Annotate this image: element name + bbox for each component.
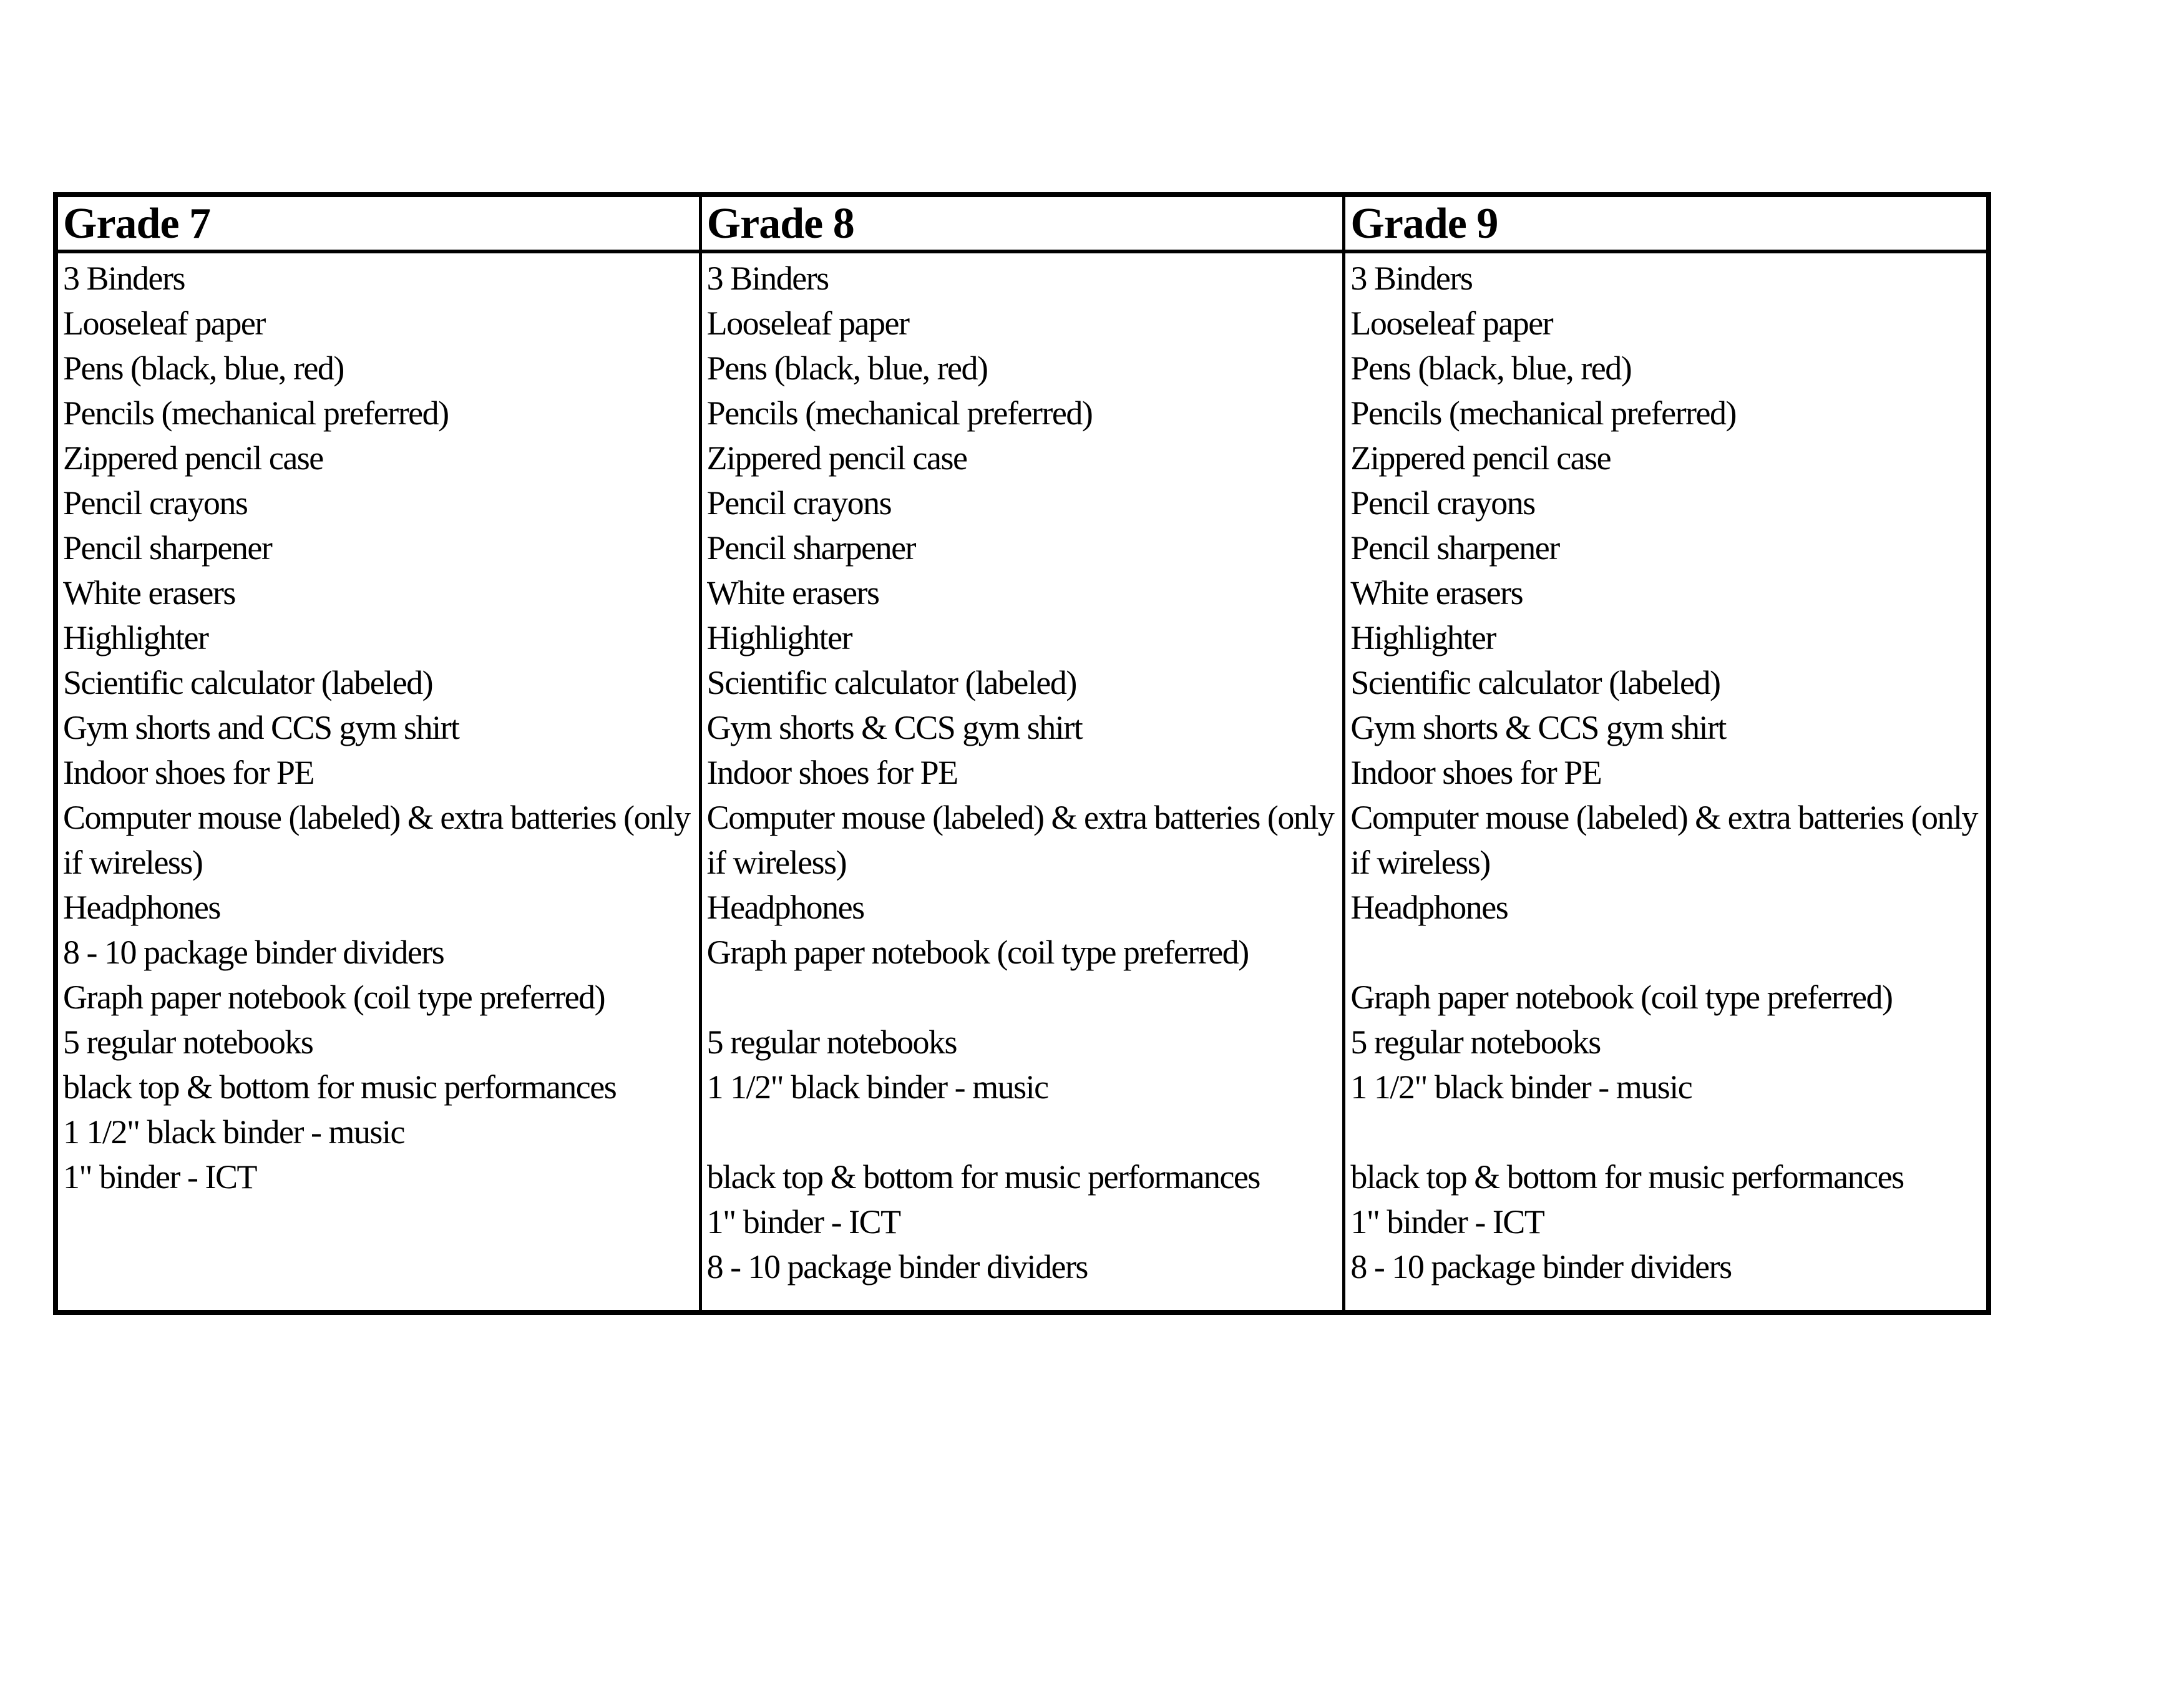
supply-item-line: Pencil crayons — [706, 484, 892, 522]
supply-item-line: if wireless) — [706, 844, 847, 881]
supply-item-line: Scientific calculator (labeled) — [63, 664, 434, 701]
supply-item-line: Indoor shoes for PE — [63, 754, 314, 791]
supply-item-line — [1350, 930, 1982, 975]
supply-item-line: Graph paper notebook (coil type preferre… — [63, 978, 606, 1016]
supply-item-line: 3 Binders — [706, 260, 829, 297]
supply-item-line: Scientific calculator (labeled) — [1350, 664, 1721, 701]
supply-item-line: Pencil crayons — [1350, 484, 1536, 522]
supply-item-line: 1" binder - ICT — [706, 1203, 901, 1241]
supply-item-line: 5 regular notebooks — [1350, 1023, 1601, 1061]
supply-item-line: Computer mouse (labeled) & extra batteri… — [63, 799, 691, 836]
supply-item-line: 5 regular notebooks — [706, 1023, 958, 1061]
supply-item-line: Gym shorts & CCS gym shirt — [706, 709, 1083, 746]
supply-item-line: Graph paper notebook (coil type preferre… — [1350, 978, 1893, 1016]
grade-7-header: Grade 7 — [58, 197, 699, 253]
supply-item-line: Pencil sharpener — [706, 529, 917, 567]
supply-item-line: Pencils (mechanical preferred) — [706, 394, 1093, 432]
supply-item-line: Pencil sharpener — [63, 529, 273, 567]
supply-item-line: Pencil crayons — [63, 484, 248, 522]
supply-item-line: Headphones — [1350, 889, 1508, 926]
supply-item-line — [707, 1110, 1339, 1154]
supply-item-line: Headphones — [706, 889, 865, 926]
supply-item-line: Pens (black, blue, red) — [1350, 349, 1632, 387]
supply-item-line: Graph paper notebook (coil type preferre… — [706, 934, 1250, 971]
supply-item-line: Gym shorts & CCS gym shirt — [1350, 709, 1727, 746]
supply-item-line: 5 regular notebooks — [63, 1023, 314, 1061]
supply-item-line: Zippered pencil case — [1350, 439, 1611, 477]
supply-item-line: Pencils (mechanical preferred) — [1350, 394, 1737, 432]
supply-item-line: Computer mouse (labeled) & extra batteri… — [1350, 799, 1978, 836]
supply-item-line: 8 - 10 package binder dividers — [706, 1248, 1089, 1286]
supply-item-line: 1" binder - ICT — [63, 1158, 257, 1196]
supply-item-line: 1 1/2" black binder - music — [706, 1068, 1049, 1106]
supply-item-line: Zippered pencil case — [706, 439, 968, 477]
supply-item-line: Pens (black, blue, red) — [63, 349, 344, 387]
supply-item-line: 3 Binders — [1350, 260, 1473, 297]
supply-item-line: 1 1/2" black binder - music — [1350, 1068, 1692, 1106]
supply-item-line: Pencil sharpener — [1350, 529, 1560, 567]
supply-item-line: Pencils (mechanical preferred) — [63, 394, 449, 432]
supply-item-line: 8 - 10 package binder dividers — [1350, 1248, 1732, 1286]
supply-item-line: Looseleaf paper — [1350, 305, 1553, 342]
supply-item-line: Highlighter — [63, 619, 209, 656]
grade-8-column: Grade 8 3 Binders Looseleaf paper Pens (bl… — [698, 197, 1343, 1310]
grade-7-column: Grade 7 3 Binders Looseleaf paper Pens (bl… — [58, 197, 699, 1310]
supply-item-line: White erasers — [1350, 574, 1523, 612]
grade-9-header: Grade 9 — [1345, 197, 1987, 253]
supply-item-line: black top & bottom for music performance… — [706, 1158, 1261, 1196]
supply-item-line: White erasers — [706, 574, 880, 612]
supply-item-line: Zippered pencil case — [63, 439, 324, 477]
supply-item-line — [1350, 1110, 1982, 1154]
supply-item-line: Gym shorts and CCS gym shirt — [63, 709, 460, 746]
supply-item-line — [707, 975, 1339, 1020]
supply-item-line: Indoor shoes for PE — [706, 754, 958, 791]
supply-item-line: black top & bottom for music performance… — [1350, 1158, 1904, 1196]
supply-item-line: Computer mouse (labeled) & extra batteri… — [706, 799, 1335, 836]
grade-8-header: Grade 8 — [701, 197, 1343, 253]
supply-item-line: if wireless) — [1350, 844, 1491, 881]
supply-item-line: 8 - 10 package binder dividers — [63, 934, 445, 971]
supply-item-line: White erasers — [63, 574, 236, 612]
supply-item-line: Indoor shoes for PE — [1350, 754, 1602, 791]
supply-item-line: Highlighter — [1350, 619, 1496, 656]
grade-7-item-list: 3 Binders Looseleaf paper Pens (black, blu… — [58, 253, 699, 1310]
supply-item-line: 1 1/2" black binder - music — [63, 1113, 405, 1151]
grade-8-item-list: 3 Binders Looseleaf paper Pens (black, blu… — [702, 253, 1343, 1310]
supply-item-line: if wireless) — [63, 844, 203, 881]
supply-item-line: Highlighter — [706, 619, 853, 656]
supply-item-line: 1" binder - ICT — [1350, 1203, 1544, 1241]
supply-list-table: Grade 7 3 Binders Looseleaf paper Pens (bl… — [53, 192, 1991, 1315]
supply-item-line: Scientific calculator (labeled) — [706, 664, 1078, 701]
supply-item-line: black top & bottom for music performance… — [63, 1068, 617, 1106]
grade-9-column: Grade 9 3 Binders Looseleaf paper Pens (bl… — [1342, 197, 1987, 1310]
grade-9-item-list: 3 Binders Looseleaf paper Pens (black, blu… — [1345, 253, 1986, 1310]
supply-item-line: Pens (black, blue, red) — [706, 349, 988, 387]
supply-item-line: 3 Binders — [63, 260, 185, 297]
supply-item-line: Headphones — [63, 889, 221, 926]
supply-item-line: Looseleaf paper — [706, 305, 910, 342]
supply-item-line: Looseleaf paper — [63, 305, 266, 342]
